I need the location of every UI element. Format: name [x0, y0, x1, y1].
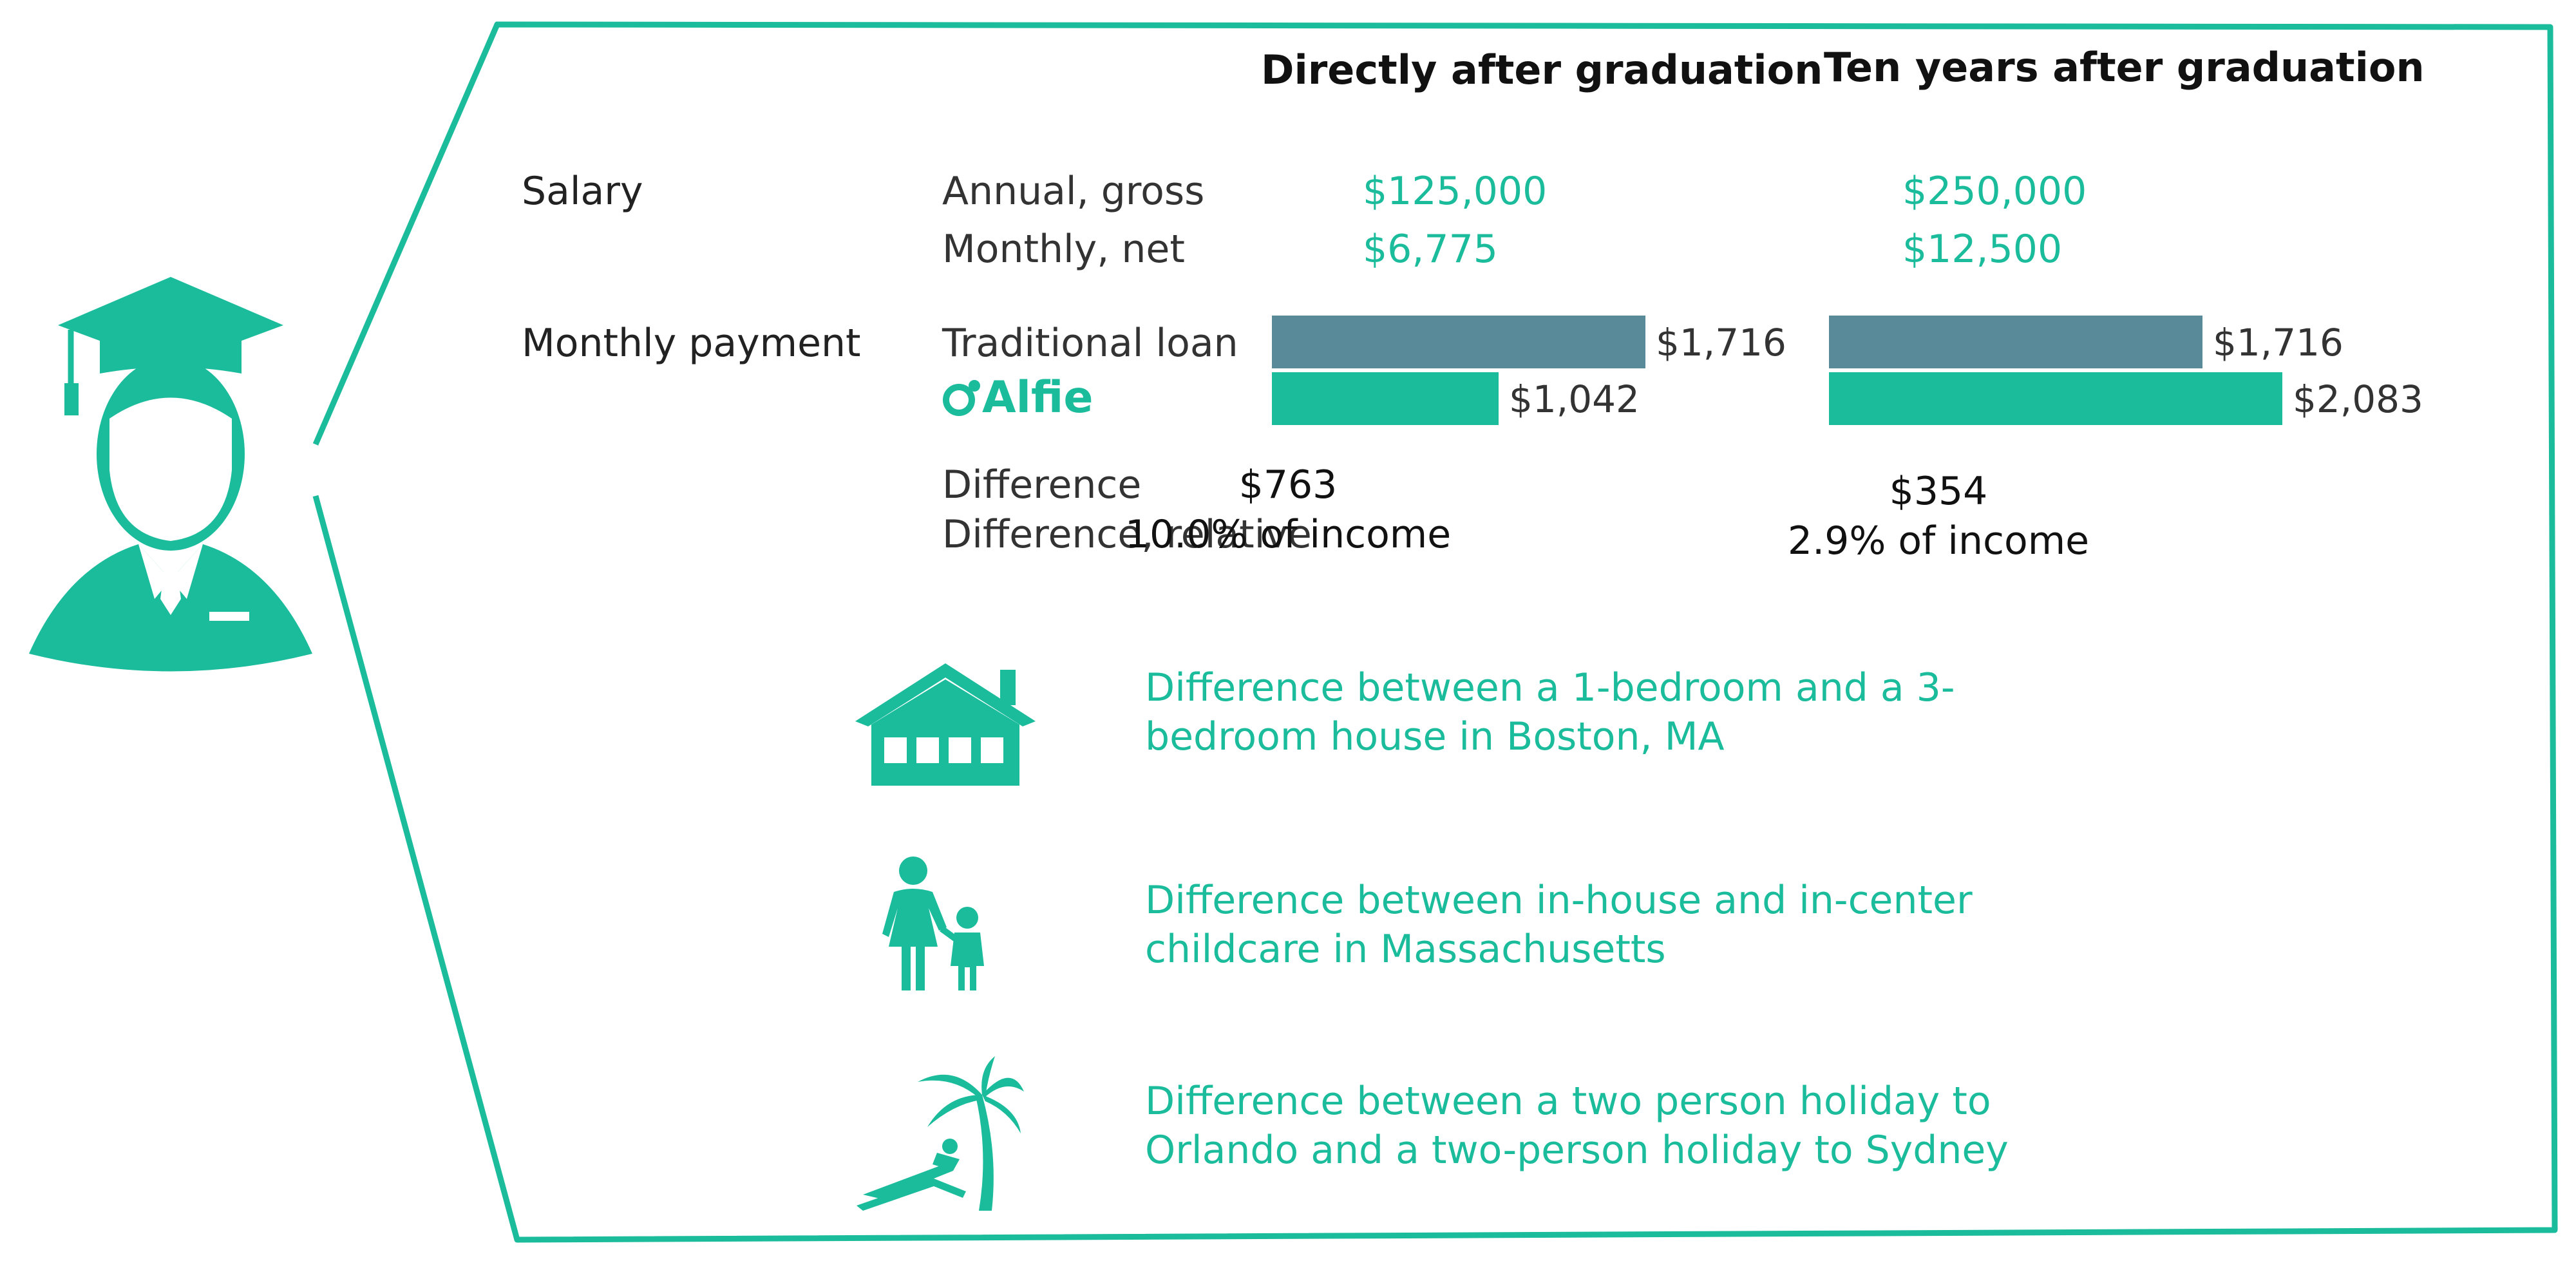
bar-value-label: $1,716: [2213, 321, 2344, 365]
difference-col2-relative: 2.9% of income: [1787, 518, 2090, 564]
note-childcare: Difference between in-house and in-cente…: [1145, 878, 1973, 972]
graduate-icon: [29, 277, 312, 672]
bar-value-label: $1,042: [1509, 377, 1640, 421]
bar-after-graduation-alfie: [1272, 372, 1499, 425]
alfie-label: Alfie: [982, 372, 1094, 423]
column-header-ten-years: Ten years after graduation: [1824, 44, 2425, 91]
bar-ten-years-alfie: [1829, 372, 2282, 425]
traditional-loan-label: Traditional loan: [942, 321, 1238, 366]
salary-label: Salary: [522, 169, 643, 214]
difference-label: Difference: [942, 462, 1142, 507]
salary-annual-col1: $125,000: [1363, 169, 1548, 214]
salary-annual-col2: $250,000: [1902, 169, 2087, 214]
bar-value-label: $2,083: [2293, 377, 2423, 421]
note-holiday: Difference between a two person holiday …: [1145, 1079, 2009, 1173]
house-icon: [855, 663, 1036, 786]
bar-value-label: $1,716: [1656, 321, 1786, 365]
note-house: Difference between a 1-bedroom and a 3-b…: [1145, 665, 1955, 759]
monthly-payment-label: Monthly payment: [522, 321, 861, 366]
salary-monthly-col2: $12,500: [1902, 227, 2063, 272]
column-header-after-graduation: Directly after graduation: [1261, 46, 1823, 93]
beach-holiday-icon: [857, 1056, 1024, 1211]
salary-monthly-col1: $6,775: [1363, 227, 1498, 272]
difference-col1-relative: 10.0% of income: [1124, 512, 1452, 557]
annual-gross-label: Annual, gross: [942, 169, 1205, 214]
bar-after-graduation-traditional: [1272, 316, 1645, 368]
difference-relative-label: Difference, relative: [942, 512, 1312, 557]
bar-ten-years-traditional: [1829, 316, 2202, 368]
difference-col2-value: $354: [1889, 469, 1988, 514]
alfie-logo: Alfie: [942, 372, 1093, 423]
parent-child-icon: [882, 857, 984, 990]
alfie-logo-icon: [943, 379, 980, 416]
difference-col1-value: $763: [1238, 462, 1338, 507]
monthly-net-label: Monthly, net: [942, 227, 1185, 272]
